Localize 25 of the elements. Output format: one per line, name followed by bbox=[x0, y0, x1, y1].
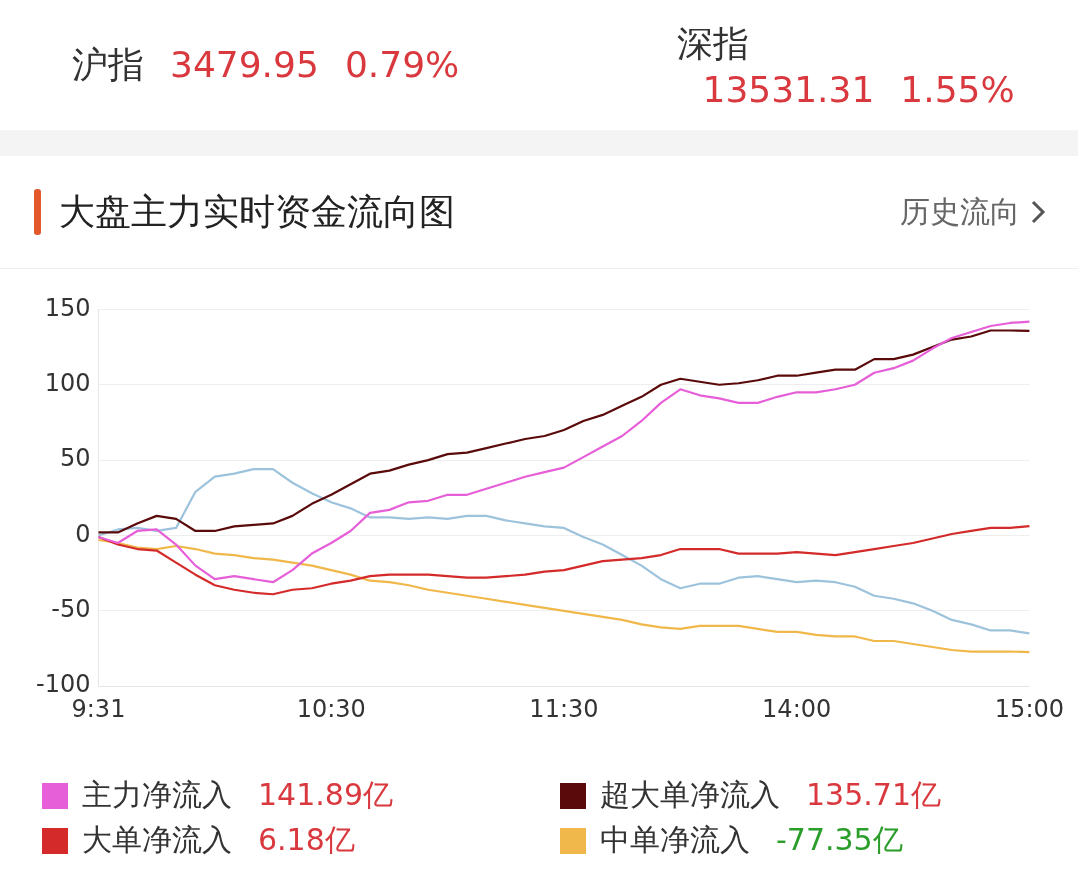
text: 135.71亿 bbox=[806, 776, 941, 814]
y-tick-label: 150 bbox=[44, 293, 91, 322]
y-tick-label: -50 bbox=[51, 595, 91, 624]
chart-title: 大盘主力实时资金流向图 bbox=[59, 189, 456, 234]
text: 沪指 bbox=[72, 43, 144, 85]
x-tick-label: 10:30 bbox=[296, 694, 366, 723]
legend-label: 超大单净流入 bbox=[600, 776, 780, 814]
text: 历史流向 bbox=[900, 192, 1020, 231]
legend-label: 中单净流入 bbox=[600, 821, 750, 859]
text: 1.55% bbox=[900, 69, 1015, 110]
text: -77.35亿 bbox=[776, 821, 903, 859]
text: 6.18亿 bbox=[258, 821, 355, 859]
legend-label: 大单净流入 bbox=[82, 821, 232, 859]
text: 0.79% bbox=[344, 43, 460, 85]
y-tick-label: 100 bbox=[44, 368, 91, 397]
text: 13531.31 bbox=[702, 69, 875, 110]
x-tick-label: 15:00 bbox=[994, 694, 1064, 723]
x-tick-label: 14:00 bbox=[762, 694, 832, 723]
x-tick-label: 11:30 bbox=[529, 694, 599, 723]
text: 141.89亿 bbox=[258, 776, 393, 814]
text: 3479.95 bbox=[170, 43, 319, 85]
y-tick-label: 0 bbox=[75, 519, 91, 548]
legend-label: 主力净流入 bbox=[82, 776, 232, 814]
text: 深指 bbox=[676, 23, 749, 64]
y-tick-label: 50 bbox=[59, 444, 91, 473]
